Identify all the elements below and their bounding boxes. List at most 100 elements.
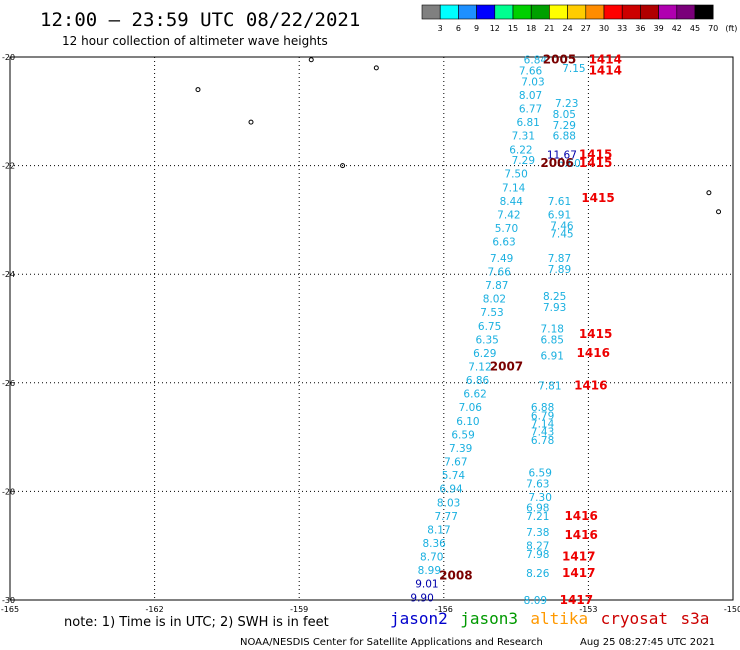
wave-height-value: 6.84 (524, 55, 548, 67)
x-tick-label: -156 (435, 605, 453, 614)
pass-time-label: 1416 (564, 509, 597, 523)
wave-height-value: 8.07 (519, 90, 542, 102)
mission-label: s3a (681, 609, 710, 628)
wave-height-value: 7.14 (502, 182, 526, 194)
wave-height-value: 7.18 (541, 324, 564, 336)
wave-height-value: 7.87 (485, 280, 508, 292)
colorbar-label: 36 (635, 24, 645, 33)
wave-height-value: 6.35 (475, 334, 498, 346)
wave-height-value: 7.45 (550, 228, 573, 240)
island-marker (716, 209, 722, 215)
wave-height-value: 6.60 (557, 158, 580, 170)
colorbar-swatch (694, 4, 714, 20)
plot-frame (9, 56, 734, 601)
wave-height-value: 6.86 (466, 375, 490, 387)
wave-height-value: 8.05 (553, 109, 576, 121)
colorbar-swatch (458, 4, 477, 20)
colorbar-swatch (567, 4, 587, 20)
wave-height-value: 7.63 (526, 478, 549, 490)
colorbar-swatch (476, 4, 496, 20)
y-tick-label: -24 (2, 270, 15, 279)
wave-height-value: 9.01 (415, 579, 438, 591)
wave-height-value: 5.70 (495, 223, 518, 235)
colorbar-label: 3 (438, 24, 443, 33)
wave-height-value: 7.46 (550, 220, 574, 232)
wave-height-value: 6.59 (451, 429, 474, 441)
island-marker (195, 87, 201, 93)
footer-note: note: 1) Time is in UTC; 2) SWH is in fe… (64, 615, 329, 630)
wave-height-value: 6.88 (531, 402, 554, 414)
wave-height-value: 7.66 (488, 266, 512, 278)
x-tick-label: -165 (1, 605, 19, 614)
colorbar-label: 70 (708, 24, 718, 33)
colorbar-swatch (621, 4, 641, 20)
wave-height-value: 8.02 (483, 294, 506, 306)
wave-height-value: 8.26 (526, 568, 550, 580)
x-tick-label: -153 (579, 605, 597, 614)
colorbar-swatch (658, 4, 678, 20)
wave-height-value: 6.29 (473, 348, 496, 360)
wave-height-value: 7.29 (553, 120, 576, 132)
x-tick-label: -159 (290, 605, 308, 614)
mission-label: cryosat (601, 609, 668, 628)
x-tick-label: -162 (146, 605, 164, 614)
pass-time-label: 1415 (579, 148, 612, 162)
wave-height-value: 7.49 (490, 253, 513, 265)
wave-height-value: 7.06 (459, 402, 483, 414)
plot-area: -165 -162 -159 -156 -153 -150 -20 -22 -24 -26 -28 -… (1, 53, 740, 614)
colorbar-label: 6 (456, 24, 461, 33)
wave-height-value: 6.79 (531, 410, 554, 422)
wave-height-value: 8.09 (524, 595, 547, 607)
island-marker (308, 57, 314, 63)
colorbar-label: 21 (544, 24, 554, 33)
pass-time-label: 1417 (560, 593, 593, 607)
wave-height-value: 9.90 (410, 592, 433, 604)
y-tick-label: -20 (2, 53, 15, 62)
wave-height-value: 8.27 (526, 541, 549, 553)
wave-height-value: 7.42 (497, 209, 520, 221)
wave-height-value: 8.25 (543, 291, 566, 303)
pass-time-label: 1417 (562, 566, 595, 580)
wave-height-value: 6.63 (492, 237, 515, 249)
wave-height-value: 7.81 (538, 381, 561, 393)
pass-time-label: 1415 (579, 327, 612, 341)
wave-height-value: 7.98 (526, 549, 549, 561)
wave-height-value: 6.94 (439, 484, 463, 496)
wave-height-value: 6.10 (456, 416, 479, 428)
pass-time-label: 2005 (543, 53, 576, 67)
wave-height-value: 6.59 (529, 467, 552, 479)
colorbar-swatch (439, 4, 459, 20)
colorbar-label: 45 (690, 24, 700, 33)
pass-time-label: 1417 (562, 550, 595, 564)
colorbar-label: 24 (563, 24, 573, 33)
pass-time-label: 1416 (564, 528, 597, 542)
wave-height-value: 6.85 (541, 334, 564, 346)
wave-height-value: 7.50 (504, 169, 527, 181)
wave-height-value: 8.99 (418, 565, 441, 577)
y-tick-label: -22 (2, 162, 15, 171)
wave-height-value: 8.03 (437, 497, 460, 509)
wave-height-value: 8.44 (500, 196, 524, 208)
wave-height-value: 6.91 (541, 351, 564, 363)
wave-height-value: 7.23 (555, 98, 578, 110)
wave-height-value: 7.77 (435, 511, 458, 523)
colorbar-label: 42 (672, 24, 682, 33)
wave-height-value: 6.98 (526, 503, 549, 515)
colorbar-swatch (421, 4, 441, 20)
wave-height-value: 6.75 (478, 321, 501, 333)
colorbar-swatch (494, 4, 514, 20)
island-marker (248, 119, 254, 125)
wave-height-value: 7.89 (548, 264, 571, 276)
colorbar-swatch (530, 4, 550, 20)
colorbar-swatch (512, 4, 532, 20)
island-marker (340, 163, 346, 169)
wave-height-value: 7.67 (444, 457, 467, 469)
footer-timestamp: Aug 25 08:27:45 UTC 2021 (580, 637, 715, 648)
pass-time-label: 2007 (490, 360, 523, 374)
wave-height-value: 7.30 (529, 492, 552, 504)
chart-title: 12:00 — 23:59 UTC 08/22/2021 (40, 9, 360, 31)
colorbar-label: 33 (617, 24, 627, 33)
wave-height-value: 7.15 (562, 63, 585, 75)
wave-height-value: 7.21 (526, 511, 549, 523)
colorbar-label: 30 (599, 24, 609, 33)
